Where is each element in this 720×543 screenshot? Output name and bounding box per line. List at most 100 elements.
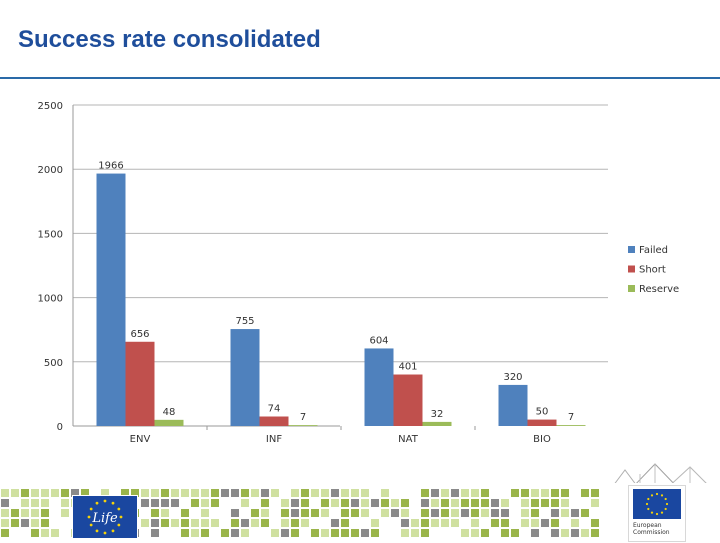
footer-tile <box>241 499 249 507</box>
data-label: 656 <box>130 329 149 340</box>
footer-tile <box>391 509 399 517</box>
footer-tile <box>351 529 359 537</box>
footer-tile <box>361 499 369 507</box>
footer-tile <box>31 529 39 537</box>
footer-tile <box>551 489 559 497</box>
footer-tile <box>411 519 419 527</box>
star-icon <box>650 511 654 514</box>
footer-tile <box>521 489 529 497</box>
footer-tile <box>411 529 419 537</box>
footer-tile <box>381 489 389 497</box>
chart-gridlines <box>73 104 608 363</box>
footer-tile <box>21 489 29 497</box>
footer-tile <box>1 529 9 537</box>
footer-tile <box>191 529 199 537</box>
footer-tile <box>261 499 269 507</box>
footer-tile <box>331 519 339 527</box>
bar-reserve-bio <box>556 425 586 426</box>
footer-tile <box>531 509 539 517</box>
footer-tile <box>11 519 19 527</box>
footer-tile <box>521 499 529 507</box>
star-icon <box>664 507 667 511</box>
footer-tile <box>571 529 579 537</box>
footer-tile <box>381 499 389 507</box>
footer-tile <box>581 489 589 497</box>
bar-short-env <box>125 341 155 426</box>
footer-tile <box>311 529 319 537</box>
footer-tile <box>421 509 429 517</box>
footer-tile <box>321 499 329 507</box>
footer-tile <box>341 519 349 527</box>
bar-short-bio <box>527 419 557 426</box>
y-tick-label: 1000 <box>38 294 63 305</box>
footer-tile <box>541 519 549 527</box>
footer-tile <box>21 509 29 517</box>
star-icon <box>95 529 99 533</box>
footer-tile <box>351 499 359 507</box>
footer-tile <box>461 509 469 517</box>
footer-tile <box>221 529 229 537</box>
footer-tile <box>361 529 369 537</box>
footer-tile <box>331 489 339 497</box>
footer-tile <box>501 499 509 507</box>
footer-tile <box>191 499 199 507</box>
footer-tile <box>31 509 39 517</box>
footer-tile <box>11 509 19 517</box>
footer-tile <box>161 509 169 517</box>
bar-chart: 0 500 1000 1500 2000 2500 ENV INF NAT BIO 1966 656… <box>38 101 680 445</box>
footer-tile <box>201 529 209 537</box>
footer-tile <box>541 489 549 497</box>
footer-tile <box>491 519 499 527</box>
footer-tile <box>321 529 329 537</box>
footer-tile <box>531 489 539 497</box>
footer-tile <box>161 519 169 527</box>
footer-tile <box>251 489 259 497</box>
footer-tile <box>481 489 489 497</box>
footer-tile <box>421 489 429 497</box>
data-label: 1966 <box>98 161 123 172</box>
footer-tile <box>281 519 289 527</box>
footer-tile <box>491 499 499 507</box>
legend-swatch-short <box>628 265 635 273</box>
ec-text-line2: Commission <box>633 529 670 536</box>
footer-tile <box>511 529 519 537</box>
footer-tile <box>171 499 179 507</box>
footer-tile <box>551 519 559 527</box>
footer-tile <box>371 499 379 507</box>
footer-tile <box>561 489 569 497</box>
star-icon <box>647 507 650 511</box>
footer-tile <box>511 489 519 497</box>
footer-tile <box>201 519 209 527</box>
footer-tile <box>561 499 569 507</box>
footer-tile <box>441 509 449 517</box>
footer-tile <box>201 499 209 507</box>
footer-tile <box>1 489 9 497</box>
bar-reserve-nat <box>422 421 452 426</box>
footer-tile <box>151 509 159 517</box>
footer-tile <box>401 499 409 507</box>
footer-tile <box>441 499 449 507</box>
footer-tile <box>291 489 299 497</box>
footer-tile <box>291 499 299 507</box>
footer-tile <box>1 509 9 517</box>
star-icon <box>655 492 659 496</box>
star-icon <box>660 494 664 497</box>
footer-tile <box>31 519 39 527</box>
footer-tile <box>451 509 459 517</box>
footer-tile <box>531 529 539 537</box>
footer-tile <box>571 519 579 527</box>
footer-tile <box>281 509 289 517</box>
data-label: 604 <box>369 335 388 346</box>
star-icon <box>664 497 667 501</box>
footer-tile <box>591 499 599 507</box>
footer-tile <box>201 489 209 497</box>
footer-tile <box>551 529 559 537</box>
data-label: 401 <box>398 362 417 373</box>
x-category-label: INF <box>266 434 282 445</box>
footer-tile <box>561 529 569 537</box>
life-logo-text: Life <box>91 511 118 526</box>
life-stars-ring <box>87 499 123 535</box>
bar-short-inf <box>259 416 289 426</box>
footer-tile <box>521 509 529 517</box>
footer-tile <box>41 499 49 507</box>
